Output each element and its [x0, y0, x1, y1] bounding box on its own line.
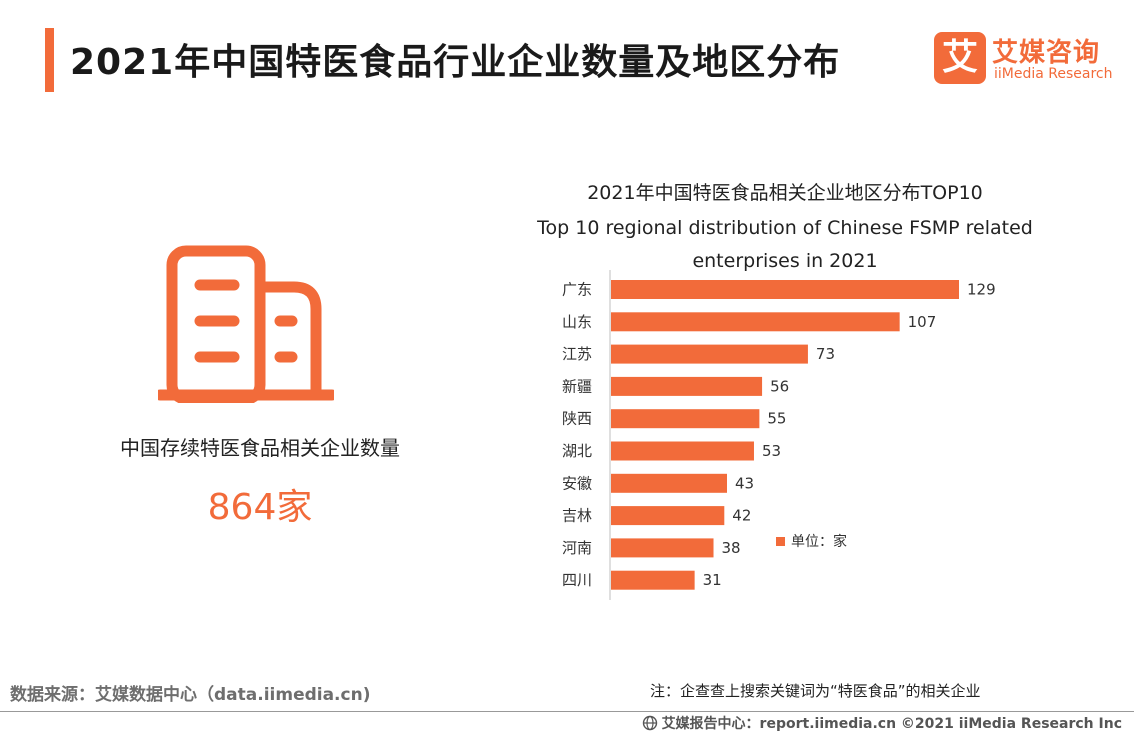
category-label: 湖北: [562, 442, 592, 460]
category-label: 四川: [562, 571, 592, 589]
value-label: 73: [816, 345, 835, 363]
value-label: 38: [722, 539, 741, 557]
category-label: 山东: [562, 313, 592, 331]
page-title: 2021年中国特医食品行业企业数量及地区分布: [70, 42, 841, 83]
chart-note: 注：企查查上搜索关键词为“特医食品”的相关企业: [650, 682, 981, 700]
title-accent-bar: [45, 28, 54, 92]
value-label: 107: [908, 313, 937, 331]
building-icon: [158, 245, 334, 403]
category-label: 新疆: [562, 377, 592, 395]
copyright-text: 艾媒报告中心：report.iimedia.cn ©2021 iiMedia R…: [661, 716, 1122, 732]
category-label: 陕西: [562, 410, 592, 428]
footer-copyright: 艾媒报告中心：report.iimedia.cn ©2021 iiMedia R…: [642, 713, 1122, 733]
legend-label: 单位：家: [791, 533, 847, 550]
bar: [611, 280, 959, 299]
footer-divider: [0, 711, 1134, 712]
bar: [611, 570, 695, 590]
region-bar-chart: 广东 129 山东 107 江苏 73 新疆 56 陕西 55 湖北 53 安徽 43 吉林 42 河南 38 四川…: [562, 270, 996, 600]
bar: [611, 312, 900, 332]
value-label: 56: [770, 377, 789, 395]
bar: [611, 376, 763, 396]
bar: [611, 409, 760, 429]
value-label: 43: [735, 474, 754, 492]
globe-icon: [642, 715, 657, 731]
value-label: 31: [703, 571, 722, 589]
chart-subtitle: Top 10 regional distribution of Chinese …: [537, 217, 1033, 272]
category-label: 河南: [562, 539, 592, 557]
legend: 单位：家: [776, 533, 847, 550]
value-label: 42: [732, 507, 751, 525]
enterprise-count-label: 中国存续特医食品相关企业数量: [120, 436, 400, 460]
legend-swatch: [776, 537, 785, 546]
bar: [611, 344, 808, 364]
chart-title: 2021年中国特医食品相关企业地区分布TOP10: [587, 182, 983, 204]
bar: [611, 538, 714, 558]
category-label: 吉林: [562, 507, 592, 525]
value-label: 55: [767, 410, 786, 428]
value-label: 129: [967, 281, 996, 299]
enterprise-count-value: 864家: [207, 487, 313, 528]
category-label: 安徽: [562, 474, 592, 492]
category-label: 江苏: [562, 345, 592, 363]
iimedia-logo: 艾 艾媒咨询 iiMedia Research: [934, 32, 1114, 88]
bar: [611, 441, 754, 461]
logo-badge: 艾: [934, 32, 986, 84]
bar: [611, 506, 725, 526]
value-label: 53: [762, 442, 781, 460]
category-label: 广东: [562, 281, 592, 299]
logo-name-cn: 艾媒咨询: [992, 38, 1101, 68]
data-source: 数据来源：艾媒数据中心（data.iimedia.cn): [10, 685, 371, 705]
bar: [611, 473, 727, 493]
logo-name-en: iiMedia Research: [994, 66, 1113, 82]
